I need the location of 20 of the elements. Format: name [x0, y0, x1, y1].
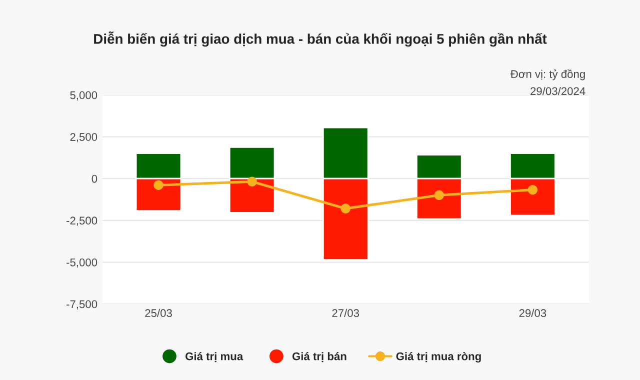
- y-tick-label: -7,500: [66, 300, 98, 310]
- point: [528, 184, 538, 195]
- point: [154, 180, 164, 190]
- x-tick-label: 25/03: [145, 308, 172, 318]
- point: [340, 204, 350, 214]
- legend-label: Giá trị mua ròng: [396, 352, 481, 363]
- y-tick-label: -2,500: [66, 216, 98, 226]
- chart-title: Diễn biến giá trị giao dịch mua - bán của khối ngoại 5 phiên gần nhất: [94, 31, 547, 47]
- point: [434, 190, 444, 200]
- text: Đơn vị: tỷ đồng: [510, 69, 585, 80]
- x-tick-label: 27/03: [332, 308, 360, 318]
- y-tick-label: 0: [92, 174, 98, 183]
- point: [247, 176, 257, 186]
- x-tick-label: 29/03: [519, 308, 546, 318]
- y-tick-label: -5,000: [66, 258, 98, 268]
- y-tick-label: 5,000: [70, 91, 98, 100]
- y-tick-label: 2,500: [70, 133, 98, 142]
- legend-label: Giá trị bán: [292, 352, 346, 362]
- annotation: 29/03/2024: [530, 86, 586, 96]
- legend-label: Giá trị mua: [186, 352, 244, 362]
